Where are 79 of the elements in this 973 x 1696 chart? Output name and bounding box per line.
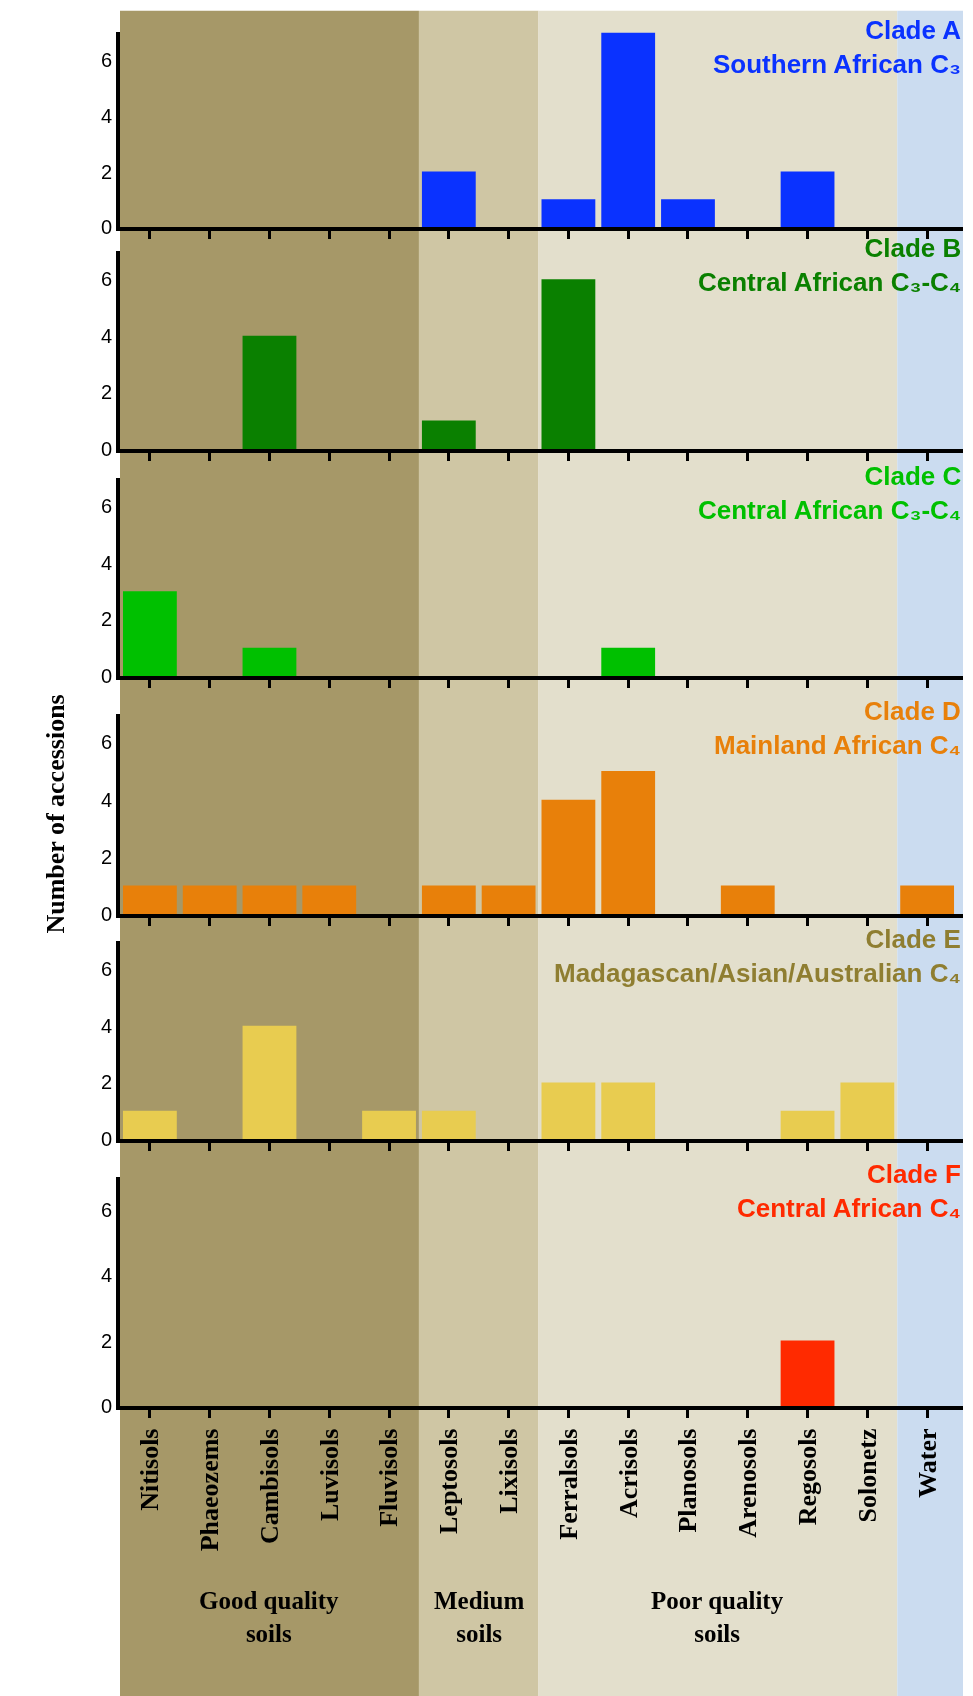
x-tick-label: Nitisols [135,1428,165,1511]
bar [541,799,596,914]
bar [601,771,656,914]
bar [541,199,596,228]
chart-title: Clade B [864,233,962,263]
bar [421,420,476,449]
x-tick-label: Regosols [793,1428,822,1526]
band-label: Medium soils [434,1587,525,1647]
y-axis-title: Number of accessions [40,694,70,934]
band-label: Poor quality soils [651,1587,784,1647]
y-tick-label: 2 [100,160,112,183]
x-tick-label: Luvisols [314,1428,344,1522]
chart-title: Clade A [865,15,962,45]
y-tick-label: 0 [100,1127,112,1150]
band-label: Good quality soils [199,1587,340,1647]
y-tick-label: 4 [100,1264,112,1287]
bar [780,1110,835,1139]
y-tick-label: 6 [100,958,112,981]
chart-title: Clade E [865,924,961,954]
bar [481,885,536,914]
x-tick-label: Phaeozems [195,1428,225,1552]
bar [302,885,357,914]
y-tick-label: 6 [100,1198,112,1221]
x-tick-label: Fluvisols [374,1428,404,1527]
bar [900,885,955,914]
chart-title: Clade F [866,1159,961,1189]
y-tick-label: 0 [100,216,112,239]
text: Southern African C₃ [713,48,961,79]
text: Central African C₃-C₄ [698,266,962,297]
x-tick-label: Planosols [673,1428,703,1533]
x-tick-label: Lixisols [494,1428,524,1514]
x-tick-label: Solonetz [852,1428,882,1523]
bar [182,885,237,914]
bar [242,1025,297,1139]
y-tick-label: 6 [100,49,112,72]
x-tick-label: Ferralsols [553,1428,583,1540]
y-tick-label: 2 [100,845,112,868]
bar [421,1110,476,1139]
y-tick-label: 2 [100,1071,112,1094]
text: Central African C₃-C₄ [698,494,962,525]
text: Central African C₄ [737,1192,961,1223]
y-tick-label: 4 [100,104,112,127]
x-tick-label: Arenosols [733,1428,763,1538]
y-tick-label: 4 [100,551,112,574]
y-tick-label: 0 [100,1395,112,1418]
y-tick-label: 2 [100,608,112,631]
bar [601,1082,656,1139]
bar [122,1110,177,1139]
bar [780,171,835,228]
bar [840,1082,895,1139]
y-tick-label: 4 [100,324,112,347]
bar [362,1110,416,1139]
bar [421,171,476,228]
text: Madagascan/Asian/Australian C₄ [554,957,961,988]
y-tick-label: 6 [100,495,112,518]
bar [661,199,715,228]
bar [720,885,775,914]
y-tick-label: 0 [100,665,112,688]
y-tick-label: 4 [100,1014,112,1037]
bar [242,335,297,449]
bar [601,32,656,228]
x-tick-label: Leptosols [434,1428,464,1534]
y-tick-label: 2 [100,1329,112,1352]
x-tick-label: Water [912,1428,942,1498]
bar [541,1082,596,1139]
y-tick-label: 4 [100,788,112,811]
y-tick-label: 0 [100,902,112,925]
bar [421,885,476,914]
y-tick-label: 6 [100,731,112,754]
bar [122,885,177,914]
bar [242,885,297,914]
y-tick-label: 0 [100,437,112,460]
y-tick-label: 2 [100,381,112,404]
chart-title: Clade D [864,696,961,726]
chart-title: Clade C [864,461,962,491]
x-tick-label: Acrisols [613,1428,643,1519]
x-tick-label: Cambisols [254,1428,284,1545]
text: Mainland African C₄ [714,729,961,760]
y-tick-label: 6 [100,268,112,291]
